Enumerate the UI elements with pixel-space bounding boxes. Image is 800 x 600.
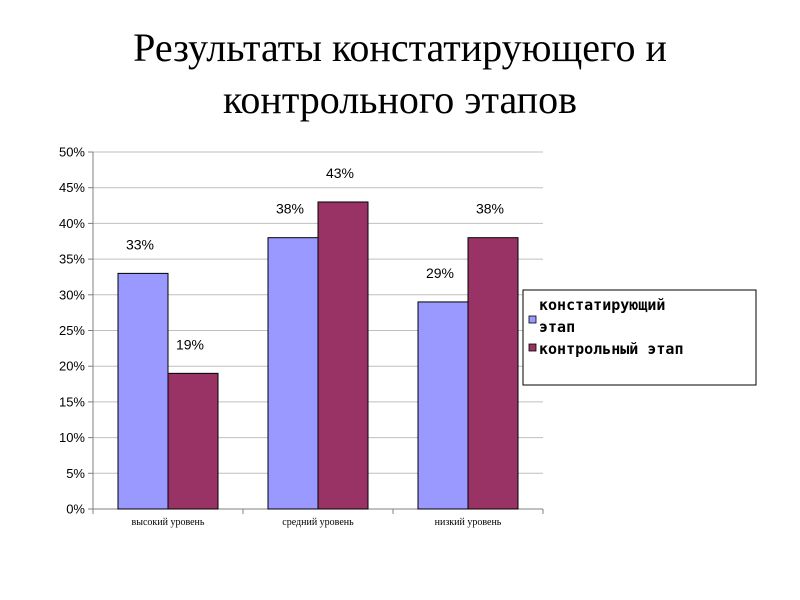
x-category-label: высокий уровень bbox=[132, 517, 205, 528]
x-category-label: низкий уровень bbox=[435, 517, 502, 528]
y-tick-label: 45% bbox=[59, 180, 85, 195]
bar bbox=[417, 301, 469, 510]
legend-label: этап bbox=[539, 318, 575, 336]
data-label: 33% bbox=[126, 236, 154, 252]
bar bbox=[467, 237, 519, 510]
y-tick-label: 25% bbox=[59, 323, 85, 338]
y-tick-label: 30% bbox=[59, 287, 85, 302]
legend-swatch bbox=[528, 343, 537, 352]
legend-swatch bbox=[528, 315, 537, 324]
x-category-label: средний уровень bbox=[282, 517, 354, 528]
slide-title: Результаты констатирующего и контрольног… bbox=[0, 22, 800, 126]
y-tick-label: 0% bbox=[66, 502, 85, 517]
data-label: 29% bbox=[426, 265, 454, 281]
data-label: 38% bbox=[476, 201, 504, 217]
legend-box bbox=[522, 289, 757, 386]
data-label: 19% bbox=[176, 336, 204, 352]
data-label: 43% bbox=[326, 165, 354, 181]
y-tick-label: 20% bbox=[59, 359, 85, 374]
title-line-1: Результаты констатирующего и bbox=[133, 25, 667, 70]
bar bbox=[317, 201, 369, 510]
bar bbox=[117, 272, 169, 510]
y-tick-label: 15% bbox=[59, 394, 85, 409]
y-tick-label: 50% bbox=[59, 145, 85, 160]
y-tick-label: 5% bbox=[66, 466, 85, 481]
title-line-2: контрольного этапов bbox=[223, 77, 577, 122]
legend-label: констатирующий bbox=[539, 296, 665, 314]
legend-label: контрольный этап bbox=[539, 340, 684, 358]
bar bbox=[267, 237, 319, 510]
y-tick-label: 10% bbox=[59, 430, 85, 445]
y-tick-label: 40% bbox=[59, 216, 85, 231]
data-label: 38% bbox=[276, 201, 304, 217]
bar bbox=[167, 372, 219, 510]
y-tick-label: 35% bbox=[59, 252, 85, 267]
